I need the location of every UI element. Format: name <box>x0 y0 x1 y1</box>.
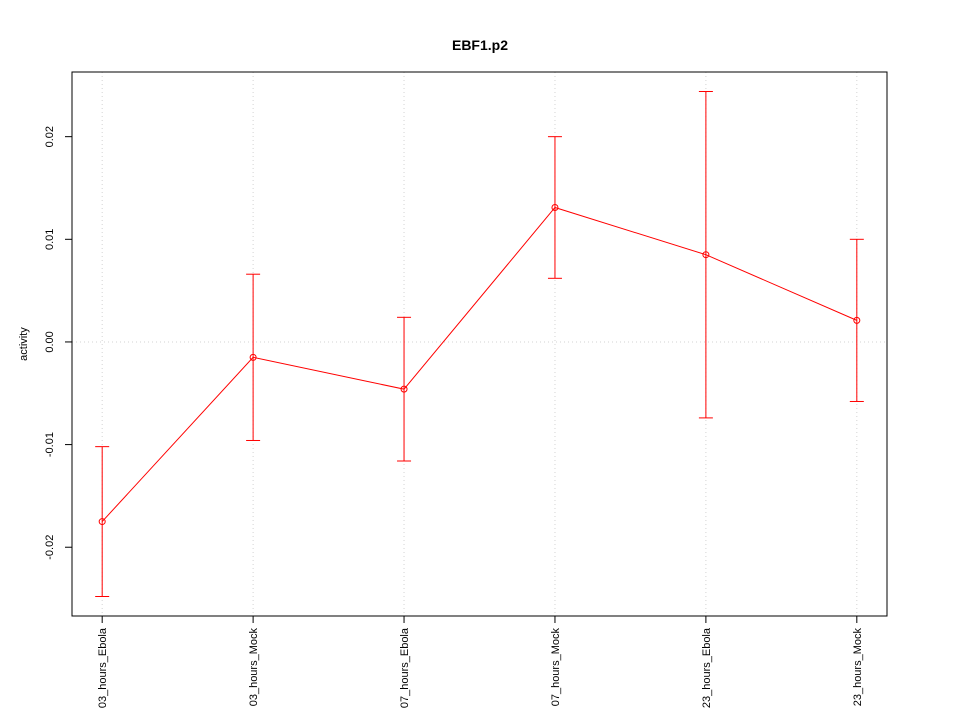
chart-title: EBF1.p2 <box>452 37 508 53</box>
point <box>551 203 559 211</box>
point <box>249 353 257 361</box>
y-tick-label: 0.01 <box>44 229 56 250</box>
x-tick-label: 07_hours_Ebola <box>399 627 411 708</box>
x-tick-label: 23_hours_Mock <box>852 628 864 707</box>
y-tick-label: 0.00 <box>44 331 56 352</box>
error-bar <box>246 273 261 441</box>
error-bar <box>397 316 412 462</box>
point <box>400 385 408 393</box>
y-tick-label: 0.02 <box>44 126 56 147</box>
line <box>101 206 858 522</box>
point <box>98 518 106 526</box>
x-tick-label: 07_hours_Mock <box>550 628 562 707</box>
x-tick-label: 03_hours_Mock <box>248 628 260 707</box>
error-bar <box>698 91 713 419</box>
point <box>853 316 861 324</box>
error-bar <box>95 446 110 597</box>
y-axis-label: activity <box>18 327 30 361</box>
y-tick-label: -0.02 <box>44 535 56 560</box>
error-bar <box>849 238 864 402</box>
x-tick-label: 23_hours_Ebola <box>701 627 713 708</box>
error-bar <box>547 136 562 279</box>
point <box>702 251 710 259</box>
x-tick-label: 03_hours_Ebola <box>97 627 109 708</box>
plot-frame <box>71 71 888 617</box>
y-tick-label: -0.01 <box>44 432 56 457</box>
